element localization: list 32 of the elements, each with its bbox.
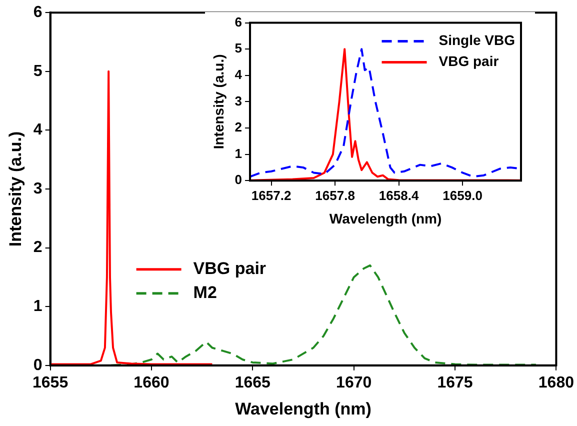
legend-label: M2: [193, 283, 217, 302]
x-tick-label: 1657.2: [251, 188, 292, 203]
y-axis-title: Intensity (a.u.): [6, 131, 25, 247]
x-tick-label: 1680: [538, 374, 574, 392]
x-tick-label: 1658.4: [378, 188, 420, 203]
y-tick-label: 0: [33, 356, 42, 374]
x-tick-label: 1665: [234, 374, 271, 392]
legend-label: VBG pair: [438, 53, 500, 70]
y-tick-label: 3: [234, 93, 242, 108]
y-tick-label: 5: [234, 40, 242, 56]
y-tick-label: 1: [33, 298, 42, 316]
legend-label: VBG pair: [193, 259, 266, 278]
x-axis-title: Wavelength (nm): [329, 210, 442, 226]
y-tick-label: 4: [33, 122, 42, 139]
y-tick-label: 6: [33, 4, 42, 22]
x-tick-label: 1657.8: [315, 188, 355, 203]
x-tick-label: 1655: [32, 374, 68, 392]
y-axis-title: Intensity (a.u.): [210, 54, 226, 150]
legend-label: Single VBG: [438, 32, 516, 48]
x-tick-label: 1675: [437, 374, 473, 392]
y-tick-label: 6: [234, 14, 242, 30]
y-tick-label: 0: [234, 172, 242, 188]
x-tick-label: 1670: [336, 374, 372, 392]
x-tick-label: 1660: [134, 374, 170, 392]
y-tick-label: 2: [234, 120, 242, 135]
x-axis-title: Wavelength (nm): [235, 399, 372, 418]
y-tick-label: 5: [33, 62, 42, 80]
y-tick-label: 4: [234, 66, 243, 82]
x-tick-label: 1659.0: [442, 188, 482, 203]
y-tick-label: 2: [33, 239, 42, 256]
y-tick-label: 3: [33, 180, 42, 198]
y-tick-label: 1: [234, 146, 242, 161]
